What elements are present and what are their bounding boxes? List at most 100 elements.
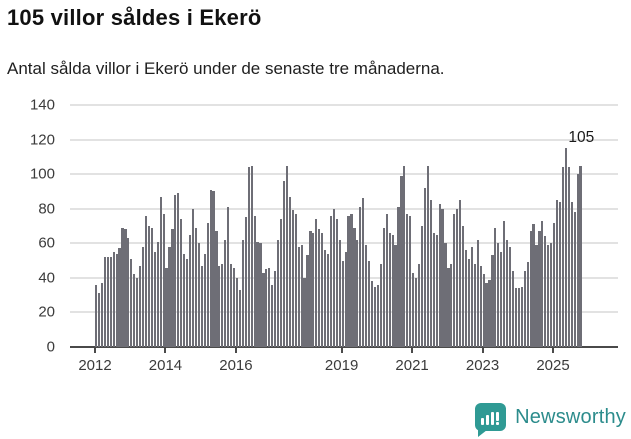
bar <box>300 245 303 347</box>
x-axis-line <box>70 346 618 348</box>
bar <box>253 215 256 347</box>
bar <box>370 281 374 347</box>
bar <box>362 198 365 347</box>
bar <box>350 213 353 347</box>
bar <box>420 226 424 347</box>
bar <box>180 219 183 347</box>
bar <box>553 222 556 347</box>
bar <box>100 283 104 347</box>
bar <box>538 231 541 347</box>
bar <box>462 226 465 347</box>
bar <box>230 264 233 347</box>
bar <box>271 284 274 347</box>
gridline <box>70 173 618 176</box>
bar <box>118 248 121 347</box>
bar <box>279 219 283 347</box>
bar <box>570 201 573 347</box>
bar <box>324 250 327 347</box>
bar <box>529 231 532 347</box>
bar <box>550 243 553 347</box>
bar <box>235 277 239 347</box>
x-axis-tick <box>164 347 167 353</box>
bar <box>124 229 127 347</box>
plot-area: 105 <box>70 104 618 348</box>
y-axis-tick-label: 140 <box>29 96 55 114</box>
y-axis-labels: 0 20 40 60 80 100 120 140 <box>0 96 57 356</box>
bar <box>415 277 418 347</box>
bar <box>312 232 315 347</box>
bar <box>133 274 136 347</box>
gridline <box>70 104 618 106</box>
x-axis-tick <box>411 347 414 353</box>
bar <box>95 284 98 347</box>
bar <box>144 215 148 347</box>
bar <box>268 267 271 347</box>
bar <box>177 193 180 347</box>
bar <box>136 277 139 347</box>
bar <box>344 251 347 347</box>
bar <box>282 181 286 347</box>
bar <box>326 253 330 347</box>
bar <box>274 270 277 347</box>
chart-subtitle: Antal sålda villor i Ekerö under de sena… <box>7 59 445 78</box>
bar <box>459 200 462 347</box>
bar <box>103 257 106 347</box>
bar <box>453 213 456 347</box>
bar <box>541 220 544 347</box>
bar <box>200 265 203 347</box>
bar <box>303 277 306 347</box>
gridline <box>70 138 618 141</box>
bar <box>297 246 300 347</box>
bar <box>379 264 382 347</box>
bar <box>353 227 356 347</box>
bar <box>335 219 338 347</box>
bar <box>517 288 520 347</box>
bar-chart: 0 20 40 60 80 100 120 140 105 2012 2014 2016 2019 2… <box>0 96 631 386</box>
bar <box>567 167 570 347</box>
bar <box>191 208 195 347</box>
bar <box>526 262 529 347</box>
x-axis-tick <box>340 347 343 353</box>
bar <box>115 253 118 347</box>
gridline <box>70 207 618 210</box>
logo-exclamation-dot-icon <box>496 422 500 425</box>
bar <box>186 258 189 347</box>
bar <box>476 239 479 347</box>
bar <box>356 239 359 347</box>
bar <box>265 269 268 347</box>
bar <box>412 272 415 347</box>
bar <box>523 270 526 347</box>
bar <box>141 246 145 347</box>
bar <box>227 207 230 347</box>
bar <box>394 245 397 347</box>
bar <box>238 289 242 347</box>
bar <box>139 265 142 347</box>
bar <box>535 245 538 347</box>
bar <box>250 165 253 347</box>
bar <box>488 279 491 347</box>
bar <box>338 239 341 347</box>
x-axis-tick-label: 2023 <box>465 357 500 374</box>
bar <box>329 215 333 347</box>
bar <box>321 232 324 347</box>
x-axis-tick <box>481 347 484 353</box>
bar <box>241 239 244 347</box>
bar <box>150 227 153 347</box>
bar <box>291 210 294 347</box>
bar <box>359 207 362 347</box>
bar <box>555 200 559 347</box>
y-axis-tick-label: 0 <box>46 338 55 356</box>
bar <box>165 267 168 347</box>
bar <box>171 229 174 347</box>
bar <box>467 258 471 347</box>
bar <box>288 196 291 347</box>
bar <box>332 208 335 347</box>
bar <box>256 241 259 347</box>
bar <box>309 231 312 347</box>
bar <box>315 219 318 347</box>
bar <box>579 165 582 347</box>
newsworthy-logo[interactable]: Newsworthy <box>475 400 626 437</box>
bar <box>306 255 309 347</box>
bar <box>482 274 485 347</box>
